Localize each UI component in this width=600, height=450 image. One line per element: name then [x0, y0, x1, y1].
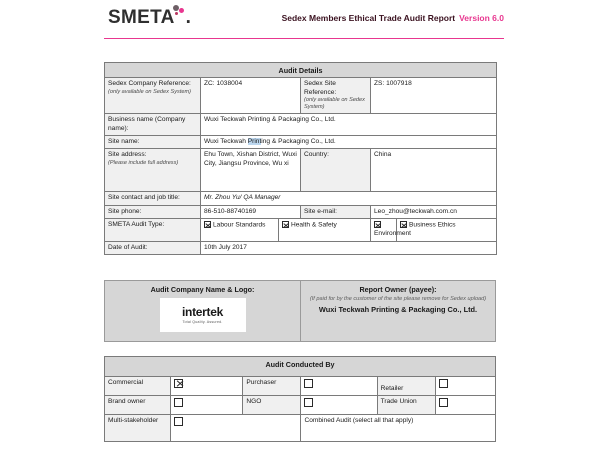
conducted-by-checkbox-multi-stakeholder[interactable] [170, 414, 302, 442]
table-row: Date of Audit: 10th July 2017 [104, 240, 498, 256]
smeta-audit-type-option-labour[interactable]: Labour Standards [200, 218, 279, 242]
smeta-logo-period: . [185, 7, 191, 28]
checkbox-icon[interactable] [304, 398, 314, 407]
sedex-company-reference-note: (only available on Sedex System) [108, 88, 192, 95]
table-row: Site name: Wuxi Teckwah Printing & Packa… [104, 134, 498, 150]
conducted-by-checkbox-trade-union[interactable] [434, 395, 497, 415]
sedex-company-reference-label: Sedex Company Reference: (only available… [104, 77, 201, 115]
table-row: Multi-stakeholder Combined Audit (select… [103, 414, 496, 442]
site-address-note: (Please include full address) [108, 159, 179, 166]
checkbox-icon[interactable] [174, 398, 184, 407]
table-row: Site phone: 86-510-88740169 Site e-mail:… [104, 204, 498, 220]
site-name-value[interactable]: Wuxi Teckwah Printing & Packaging Co., L… [199, 134, 498, 150]
conducted-by-checkbox-commercial[interactable] [170, 376, 244, 396]
checkbox-icon[interactable] [282, 221, 289, 228]
site-contact-label: Site contact and job title: [104, 191, 201, 206]
smeta-audit-type-option-health-safety[interactable]: Health & Safety [278, 218, 371, 242]
table-row: Site address: (Please include full addre… [104, 148, 498, 193]
table-row: Audit Details [103, 61, 498, 79]
conducted-by-checkbox-purchaser[interactable] [300, 376, 378, 396]
date-of-audit-label: Date of Audit: [104, 240, 201, 256]
site-name-value-post: ing & Packaging Co., Ltd. [261, 137, 336, 145]
conducted-by-checkbox-retailer[interactable] [434, 376, 497, 396]
table-row: Brand owner NGO Trade Union [103, 395, 497, 415]
conducted-by-label-trade-union: Trade Union [376, 395, 436, 415]
report-owner-note: (If paid for by the customer of the site… [309, 296, 487, 302]
site-name-value-pre: Wuxi Teckwah [204, 137, 248, 145]
site-phone-label: Site phone: [104, 204, 201, 220]
report-owner-section: Report Owner (payee): (If paid for by th… [300, 281, 495, 341]
checkbox-icon[interactable] [174, 379, 184, 388]
table-row: Sedex Company Reference: (only available… [104, 77, 498, 115]
report-owner-title: Report Owner (payee): [359, 285, 437, 294]
checkbox-icon[interactable] [438, 398, 448, 407]
sedex-site-reference-note: (only available on Sedex System) [304, 97, 365, 111]
smeta-logo-text: SMETA [108, 7, 175, 28]
smeta-audit-type-option-business-ethics[interactable]: Business Ethics [395, 218, 498, 242]
site-email-label: Site e-mail: [300, 204, 371, 220]
table-row: Commercial Purchaser Retailer [103, 376, 497, 396]
conducted-by-checkbox-ngo[interactable] [300, 395, 378, 415]
combined-audit-label: Combined Audit (select all that apply) [300, 414, 496, 442]
site-email-value[interactable]: Leo_zhou@teckwah.com.cn [369, 204, 498, 220]
checkbox-icon[interactable] [438, 379, 448, 388]
smeta-audit-type-label: SMETA Audit Type: [104, 218, 201, 242]
business-name-label: Business name (Company name): [104, 113, 201, 136]
report-version: Version 6.0 [459, 13, 504, 23]
page-title: Sedex Members Ethical Trade Audit Report [281, 13, 456, 23]
checkbox-icon[interactable] [304, 379, 314, 388]
site-address-value[interactable]: Ehu Town, Xishan District, Wuxi City, Ji… [200, 148, 301, 193]
audit-conducted-by-table: Audit Conducted By Commercial Purchaser … [103, 356, 497, 442]
site-name-label: Site name: [104, 134, 201, 150]
report-title-line: Sedex Members Ethical Trade Audit Report… [282, 13, 504, 23]
sedex-company-reference-value[interactable]: ZC: 1038004 [200, 77, 301, 115]
conducted-by-checkbox-brand-owner[interactable] [170, 395, 244, 415]
audit-conducted-by-header: Audit Conducted By [104, 356, 496, 377]
table-row: Audit Conducted By [104, 356, 496, 377]
sedex-site-reference-value[interactable]: ZS: 1007918 [369, 77, 498, 115]
conducted-by-label-ngo: NGO [242, 395, 302, 415]
audit-company-and-owner-panel: Audit Company Name & Logo: intertek Tota… [104, 280, 496, 342]
smeta-logo: SMETA . [108, 5, 191, 28]
checkbox-icon[interactable] [400, 221, 407, 228]
table-row: Business name (Company name): Wuxi Teckw… [104, 113, 498, 136]
report-owner-value: Wuxi Teckwah Printing & Packaging Co., L… [318, 305, 478, 315]
conducted-by-label-retailer: Retailer [376, 376, 436, 396]
audit-company-title: Audit Company Name & Logo: [150, 285, 255, 294]
date-of-audit-value[interactable]: 10th July 2017 [199, 240, 498, 256]
conducted-by-label-commercial: Commercial [103, 376, 172, 396]
report-header: SMETA . Sedex Members Ethical Trade Audi… [0, 0, 600, 44]
intertek-logo-text: intertek [182, 305, 223, 319]
header-divider [104, 38, 504, 39]
checkbox-icon[interactable] [204, 221, 211, 228]
audit-details-table: Audit Details Sedex Company Reference: (… [103, 61, 498, 256]
table-row: SMETA Audit Type: Labour Standards Healt… [104, 218, 498, 242]
audit-company-section: Audit Company Name & Logo: intertek Tota… [105, 281, 300, 341]
country-label: Country: [300, 148, 371, 193]
table-row: Site contact and job title: Mr. Zhou Yu/… [104, 191, 498, 206]
business-name-value[interactable]: Wuxi Teckwah Printing & Packaging Co., L… [199, 113, 498, 136]
conducted-by-label-purchaser: Purchaser [242, 376, 302, 396]
checkbox-icon[interactable] [174, 417, 184, 426]
country-value[interactable]: China [369, 148, 498, 193]
sedex-site-reference-label: Sedex Site Reference: (only available on… [300, 77, 371, 115]
checkbox-icon[interactable] [374, 221, 381, 228]
conducted-by-label-brand-owner: Brand owner [103, 395, 172, 415]
smeta-audit-type-option-environment[interactable]: Environment [370, 218, 411, 242]
audit-details-header: Audit Details [103, 61, 498, 79]
site-address-label: Site address: (Please include full addre… [104, 148, 201, 193]
conducted-by-label-multi-stakeholder: Multi-stakeholder [103, 414, 172, 442]
smeta-dots-icon [172, 5, 187, 19]
intertek-logo: intertek Total Quality. Assured. [159, 298, 246, 332]
site-phone-value[interactable]: 86-510-88740169 [200, 204, 301, 220]
intertek-logo-tagline: Total Quality. Assured. [182, 320, 223, 324]
site-contact-value[interactable]: Mr. Zhou Yu/ QA Manager [199, 191, 498, 206]
site-name-value-selected: Print [247, 137, 262, 145]
